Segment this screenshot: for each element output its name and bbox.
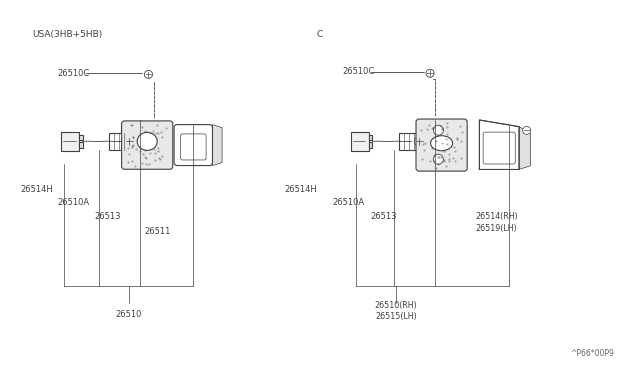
Text: ^P66*00P9: ^P66*00P9 <box>570 349 614 358</box>
Text: 26510A: 26510A <box>333 198 365 207</box>
Text: 26513: 26513 <box>95 212 121 221</box>
Text: C: C <box>317 30 323 39</box>
Circle shape <box>523 126 531 134</box>
Circle shape <box>145 70 152 78</box>
Bar <box>399 133 419 150</box>
Bar <box>109 133 129 150</box>
Text: 26515(LH): 26515(LH) <box>375 312 417 321</box>
Bar <box>369 135 372 140</box>
FancyBboxPatch shape <box>122 121 173 169</box>
Text: 26511: 26511 <box>144 227 170 236</box>
Text: 26514(RH): 26514(RH) <box>475 212 518 221</box>
Bar <box>61 132 79 151</box>
Text: 26510C: 26510C <box>58 69 90 78</box>
Circle shape <box>433 125 444 135</box>
Text: 26519(LH): 26519(LH) <box>475 224 516 233</box>
Text: 26510A: 26510A <box>58 198 90 207</box>
Ellipse shape <box>137 132 157 150</box>
Polygon shape <box>519 126 531 169</box>
Bar <box>369 142 372 148</box>
Text: 26510(RH): 26510(RH) <box>374 301 417 310</box>
Circle shape <box>124 137 134 146</box>
Polygon shape <box>212 125 222 166</box>
Polygon shape <box>479 120 519 169</box>
Circle shape <box>433 154 444 164</box>
Text: 26513: 26513 <box>370 212 396 221</box>
Text: 26514H: 26514H <box>20 185 53 194</box>
Circle shape <box>426 69 434 77</box>
Bar <box>351 132 369 151</box>
FancyBboxPatch shape <box>180 134 206 160</box>
FancyBboxPatch shape <box>483 132 515 164</box>
Ellipse shape <box>431 136 452 151</box>
Text: 26510C: 26510C <box>342 67 374 76</box>
FancyBboxPatch shape <box>174 125 212 166</box>
Bar <box>79 142 83 148</box>
Circle shape <box>414 137 424 146</box>
Text: 26510: 26510 <box>115 310 142 319</box>
Text: USA(3HB+5HB): USA(3HB+5HB) <box>32 30 102 39</box>
Text: 26514H: 26514H <box>285 185 317 194</box>
Bar <box>79 135 83 140</box>
FancyBboxPatch shape <box>416 119 467 171</box>
